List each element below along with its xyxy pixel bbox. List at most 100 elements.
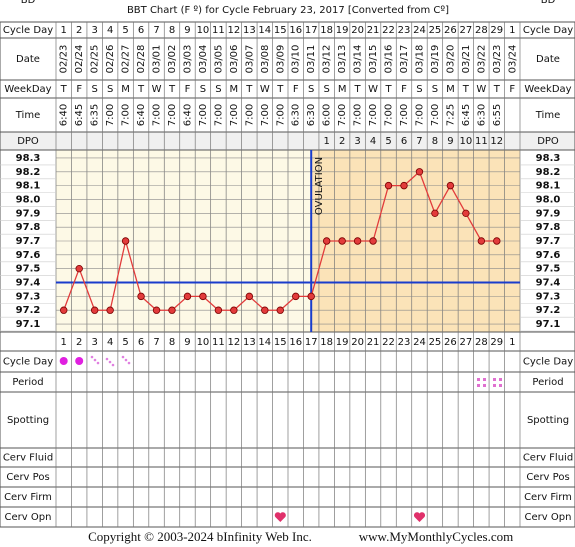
- date: 03/01: [152, 45, 163, 74]
- cycle-day: 4: [107, 25, 113, 36]
- date: 03/05: [213, 45, 224, 74]
- cycle-day: 1: [61, 337, 67, 348]
- time: 7:00: [337, 104, 348, 126]
- y-tick-label: 97.9: [16, 208, 41, 219]
- date: 03/22: [476, 45, 487, 74]
- cycle-day: 25: [429, 25, 442, 36]
- date: 03/16: [384, 45, 395, 74]
- y-tick-label: 98.1: [16, 181, 41, 192]
- temperature-point: [75, 264, 83, 273]
- date: 02/25: [90, 45, 101, 74]
- y-tick-label: 97.7: [16, 236, 41, 247]
- temperature-point: [292, 292, 300, 301]
- date: 03/06: [229, 45, 240, 74]
- y-tick-label: 97.3: [536, 291, 561, 302]
- time: 6:45: [74, 104, 85, 126]
- row-label: Cerv Fluid: [523, 453, 573, 464]
- cycle-day: 8: [169, 337, 175, 348]
- date: 02/24: [74, 45, 85, 74]
- dpo: 10: [459, 136, 472, 147]
- row-label: Spotting: [7, 415, 49, 426]
- y-tick-label: 97.9: [536, 208, 561, 219]
- time: 7:00: [399, 104, 410, 126]
- period-light: [90, 355, 131, 367]
- time: 7:00: [121, 104, 132, 126]
- cycle-day: 28: [475, 337, 488, 348]
- weekday: T: [245, 84, 253, 95]
- row-label: Cerv Firm: [4, 492, 52, 503]
- cycle-day: 23: [398, 337, 411, 348]
- date: 02/26: [105, 45, 116, 74]
- cycle-day: 11: [212, 337, 225, 348]
- weekday: T: [384, 84, 392, 95]
- weekday: S: [432, 84, 438, 95]
- cycle-day: 13: [243, 25, 256, 36]
- cycle-day: 7: [153, 337, 159, 348]
- y-tick-label: 97.2: [16, 305, 41, 316]
- weekday: W: [368, 84, 378, 95]
- dpo: 5: [385, 136, 391, 147]
- cycle-day: 19: [336, 337, 349, 348]
- time: 6:45: [461, 104, 472, 126]
- time: 7:00: [414, 104, 425, 126]
- y-tick-label: 98.2: [536, 167, 561, 178]
- time: 6:35: [90, 104, 101, 126]
- cycle-day: 15: [274, 337, 287, 348]
- cycle-day: 7: [153, 25, 159, 36]
- site-url: www.MyMonthlyCycles.com: [359, 529, 513, 544]
- cycle-day: 1: [509, 337, 515, 348]
- y-tick-label: 97.4: [536, 278, 561, 289]
- date: 03/19: [430, 45, 441, 74]
- cycle-day: 19: [336, 25, 349, 36]
- time: 6:30: [476, 104, 487, 126]
- date: 03/02: [167, 45, 178, 74]
- temperature-point: [121, 237, 130, 245]
- date: 03/03: [182, 45, 193, 74]
- cycle-day: 9: [184, 25, 190, 36]
- temperature-point: [276, 306, 284, 314]
- time: 7:00: [213, 104, 224, 126]
- cycle-day: 3: [91, 337, 97, 348]
- cycle-day: 27: [459, 25, 472, 36]
- weekday: S: [107, 84, 113, 95]
- y-tick-label: 98.3: [16, 153, 41, 164]
- cycle-day: 29: [490, 25, 503, 36]
- row-label: Time: [15, 110, 40, 121]
- temperature-point: [369, 237, 377, 245]
- weekday: F: [293, 84, 299, 95]
- dpo: 12: [490, 136, 503, 147]
- row-label: Period: [12, 377, 43, 388]
- dpo: 9: [447, 136, 453, 147]
- temperature-point: [400, 181, 408, 190]
- cycle-day: 11: [212, 25, 225, 36]
- time: 6:30: [291, 104, 302, 126]
- cycle-day: 14: [258, 25, 271, 36]
- date: 03/23: [492, 45, 503, 74]
- cycle-day: 10: [197, 25, 210, 36]
- cycle-day: 29: [490, 337, 503, 348]
- row-label: DPO: [537, 136, 559, 147]
- temperature-point: [384, 181, 393, 190]
- time: 6:55: [492, 104, 503, 126]
- date: 03/21: [461, 45, 472, 74]
- row-label: BD: [21, 0, 36, 6]
- cycle-day: 1: [61, 25, 67, 36]
- time: 7:00: [229, 104, 240, 126]
- time: 7:00: [244, 104, 255, 126]
- cycle-day: 1: [509, 25, 515, 36]
- cycle-day: 6: [138, 25, 144, 36]
- dpo: 11: [475, 136, 488, 147]
- cycle-day: 22: [382, 337, 395, 348]
- weekday: W: [152, 84, 162, 95]
- weekday: T: [354, 84, 362, 95]
- cycle-day: 24: [413, 337, 426, 348]
- date: 03/14: [353, 45, 364, 74]
- weekday: S: [200, 84, 206, 95]
- cycle-day: 2: [76, 337, 82, 348]
- temperature-point: [462, 209, 470, 218]
- row-label: Cycle Day: [523, 357, 573, 368]
- row-label: DPO: [17, 136, 39, 147]
- y-tick-label: 97.1: [536, 319, 561, 330]
- temperature-point: [168, 306, 176, 314]
- date: 03/10: [291, 45, 302, 74]
